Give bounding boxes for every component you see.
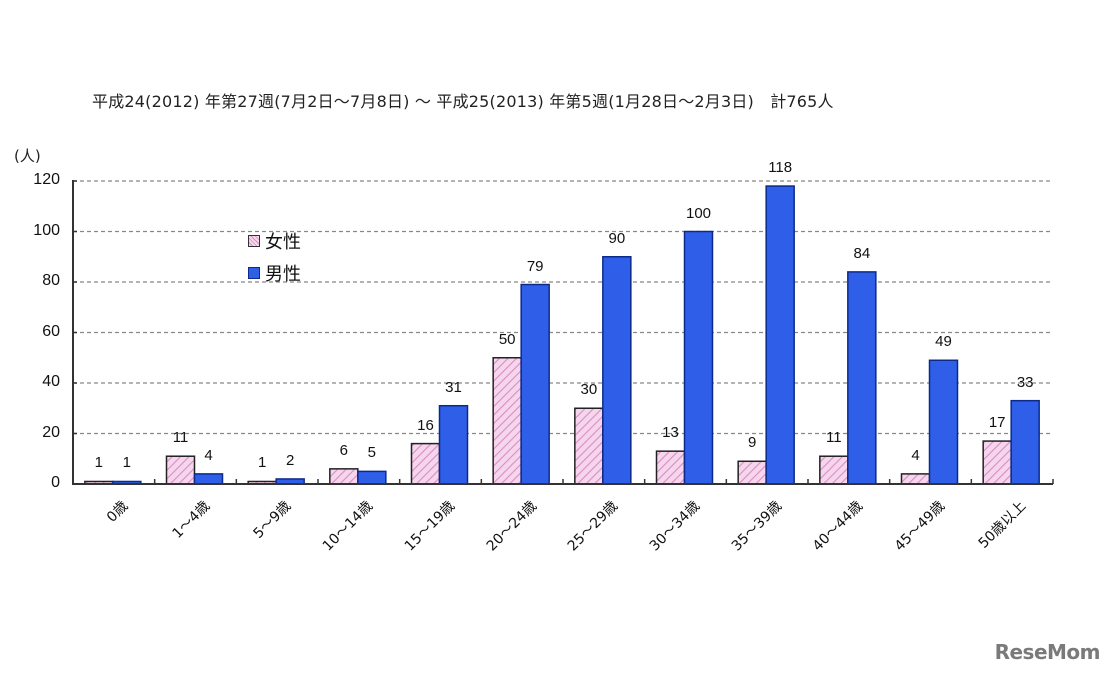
data-label-female: 11 [826,429,842,447]
data-label-male: 84 [853,244,871,262]
bar-male [928,359,959,485]
female-swatch-icon [248,235,260,247]
gridlines [73,180,1053,435]
bar-female [492,357,522,485]
data-label-male: 118 [768,159,793,177]
data-label-female: 13 [662,424,679,442]
data-label-male: 31 [445,378,462,396]
data-label-female: 1 [257,454,267,472]
data-label-female: 50 [498,330,516,348]
bar-female [737,460,767,485]
legend-item-male: 男性 [248,257,301,289]
y-tick-label: 120 [33,171,60,188]
data-label-male: 33 [1016,373,1034,391]
bar-male [847,271,877,485]
y-tick-label: 20 [42,423,60,441]
data-label-male: 1 [122,454,131,472]
data-label-female: 11 [172,429,189,447]
bar-female [574,407,604,485]
data-label-female: 9 [747,434,757,452]
data-label-male: 2 [285,451,295,469]
legend-label-female: 女性 [265,232,301,253]
data-label-male: 90 [608,229,626,247]
bar-male [520,283,550,485]
bar-female [165,455,196,485]
bar-female [819,455,849,485]
bar-female [410,442,441,485]
y-tick-label: 100 [33,221,60,239]
data-label-female: 6 [339,441,348,459]
chart-title: 平成24(2012) 年第27週(7月2日〜7月8日) 〜 平成25(2013)… [92,92,834,111]
resemom-logo: ReseMom [994,640,1101,664]
y-tick-label: 40 [42,373,60,390]
data-label-male: 79 [526,257,544,275]
bar-male [1010,399,1040,485]
data-label-female: 1 [94,454,103,472]
bar-female [900,473,931,485]
legend-label-male: 男性 [265,264,301,285]
bar-male [602,256,632,485]
data-label-female: 16 [417,416,434,434]
bars [84,185,1040,485]
bar-male [683,230,714,485]
axes [72,180,1054,485]
legend-item-female: 女性 [248,225,301,257]
data-label-female: 4 [911,446,920,464]
bar-female [655,450,686,485]
bar-male [765,185,795,485]
data-label-female: 17 [988,414,1006,432]
data-label-male: 100 [685,204,712,222]
male-swatch-icon [248,267,260,279]
bar-female [329,468,359,485]
bar-male [357,470,387,485]
data-label-male: 4 [204,446,213,464]
bar-male [193,473,224,485]
y-tick-label: 60 [42,322,60,340]
y-axis-unit-label: (人) [14,147,41,165]
data-label-male: 5 [367,444,376,462]
data-label-male: 49 [935,333,952,351]
legend: 女性 男性 [248,225,301,289]
y-tick-label: 0 [51,474,60,491]
bar-female [982,440,1012,485]
data-label-female: 30 [580,381,598,399]
y-tick-label: 80 [42,272,60,289]
